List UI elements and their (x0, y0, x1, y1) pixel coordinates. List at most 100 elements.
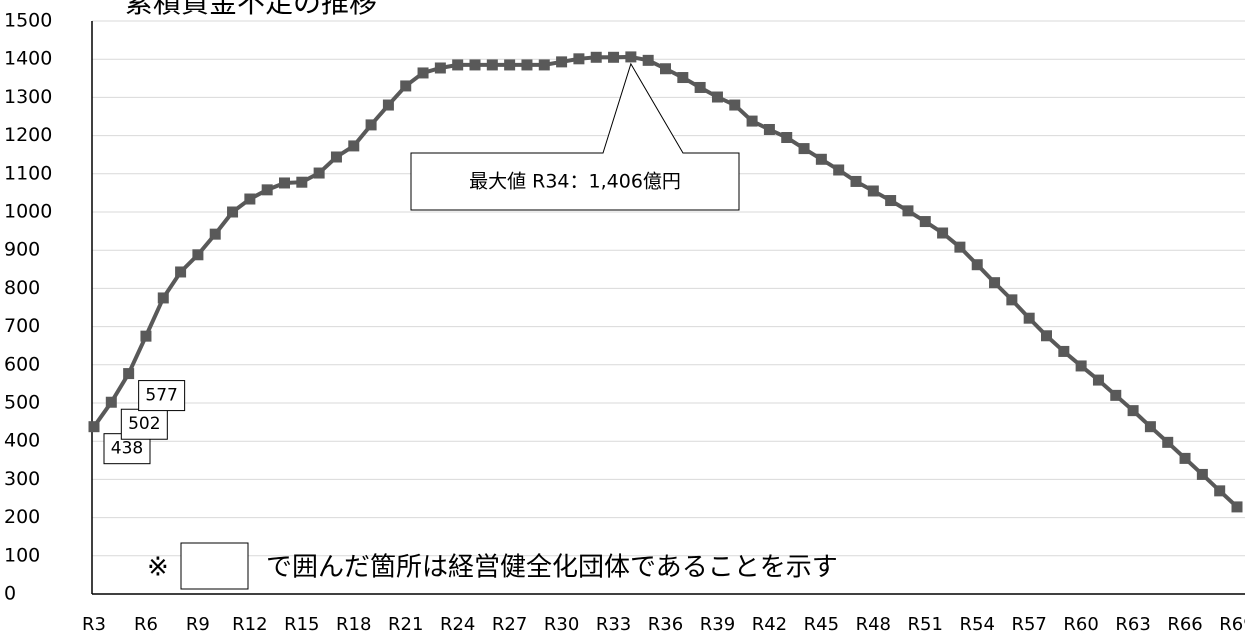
marker (1127, 405, 1139, 417)
marker (348, 140, 360, 152)
marker (538, 59, 550, 71)
marker (798, 143, 810, 155)
note-text: で囲んだ箇所は経営健全化団体であることを示す (266, 553, 838, 583)
marker (1092, 374, 1104, 386)
marker (781, 132, 793, 144)
y-tick-label: 100 (4, 544, 40, 566)
marker (590, 51, 602, 63)
marker (1110, 389, 1122, 401)
marker (746, 115, 758, 127)
y-tick-label: 200 (4, 506, 40, 528)
marker (1179, 452, 1191, 464)
marker (1162, 436, 1174, 448)
x-tick-label: R60 (1063, 614, 1098, 635)
marker (711, 91, 723, 103)
marker (1041, 330, 1052, 342)
y-tick-label: 800 (4, 277, 40, 299)
marker (885, 195, 897, 207)
marker (417, 67, 429, 79)
marker (1196, 468, 1208, 480)
x-tick-label: R6 (134, 614, 158, 635)
marker (937, 227, 949, 239)
y-tick-label: 1300 (4, 86, 52, 108)
marker (140, 330, 152, 342)
marker (88, 421, 100, 433)
y-tick-label: 300 (4, 468, 40, 490)
marker (452, 59, 464, 71)
y-tick-label: 1400 (4, 48, 52, 70)
x-tick-label: R9 (186, 614, 210, 635)
marker (261, 184, 273, 196)
marker (1144, 421, 1156, 433)
x-tick-label: R45 (804, 614, 839, 635)
note-box (180, 542, 249, 590)
marker (573, 53, 585, 65)
y-tick-label: 700 (4, 315, 40, 337)
x-tick-label: R12 (232, 614, 267, 635)
x-tick-label: R63 (1115, 614, 1150, 635)
y-tick-label: 400 (4, 430, 40, 452)
x-tick-label: R69 (1219, 614, 1245, 635)
marker (763, 123, 775, 135)
marker (608, 51, 620, 63)
marker (244, 193, 256, 205)
y-tick-label: 1100 (4, 162, 52, 184)
marker (469, 59, 481, 71)
y-tick-label: 900 (4, 239, 40, 261)
marker (296, 176, 308, 188)
marker (434, 62, 446, 74)
annotation: 最大値 R34：1,406億円 (469, 171, 681, 193)
x-tick-label: R30 (544, 614, 579, 635)
x-tick-label: R18 (336, 614, 371, 635)
marker (1075, 360, 1087, 372)
marker (105, 396, 117, 408)
x-tick-label: R66 (1167, 614, 1202, 635)
x-tick-label: R3 (82, 614, 106, 635)
x-tick-label: R33 (596, 614, 631, 635)
marker (556, 56, 568, 68)
marker (902, 205, 914, 217)
marker (192, 249, 204, 261)
x-tick-label: R51 (908, 614, 943, 635)
x-tick-label: R54 (960, 614, 995, 635)
marker (625, 51, 637, 63)
marker (521, 59, 533, 71)
marker (815, 153, 827, 165)
x-tick-label: R15 (284, 614, 319, 635)
marker (382, 99, 394, 111)
marker (175, 266, 187, 278)
marker (227, 206, 239, 218)
marker (1023, 312, 1035, 324)
marker (1006, 294, 1018, 306)
y-tick-label: 500 (4, 392, 40, 414)
marker (1231, 501, 1243, 513)
marker (486, 59, 498, 71)
marker (279, 177, 290, 189)
marker (504, 59, 516, 71)
callout (410, 62, 740, 211)
marker (729, 99, 741, 111)
data-label: 502 (128, 414, 160, 434)
x-tick-label: R36 (648, 614, 683, 635)
marker (850, 175, 862, 187)
data-label: 438 (111, 439, 143, 459)
y-tick-label: 1500 (4, 10, 52, 32)
x-tick-label: R42 (752, 614, 787, 635)
marker (989, 277, 1001, 289)
x-tick-label: R21 (388, 614, 423, 635)
x-tick-label: R57 (1011, 614, 1046, 635)
marker (919, 216, 931, 228)
marker (867, 185, 879, 197)
x-tick-label: R24 (440, 614, 475, 635)
chart-title: 累積資金不足の推移 (125, 0, 377, 19)
marker (971, 259, 983, 271)
marker (694, 81, 706, 93)
y-tick-label: 1000 (4, 201, 52, 223)
marker (677, 72, 689, 84)
marker (642, 54, 654, 66)
y-tick-label: 0 (4, 583, 16, 605)
marker (833, 164, 845, 176)
marker (157, 292, 169, 304)
